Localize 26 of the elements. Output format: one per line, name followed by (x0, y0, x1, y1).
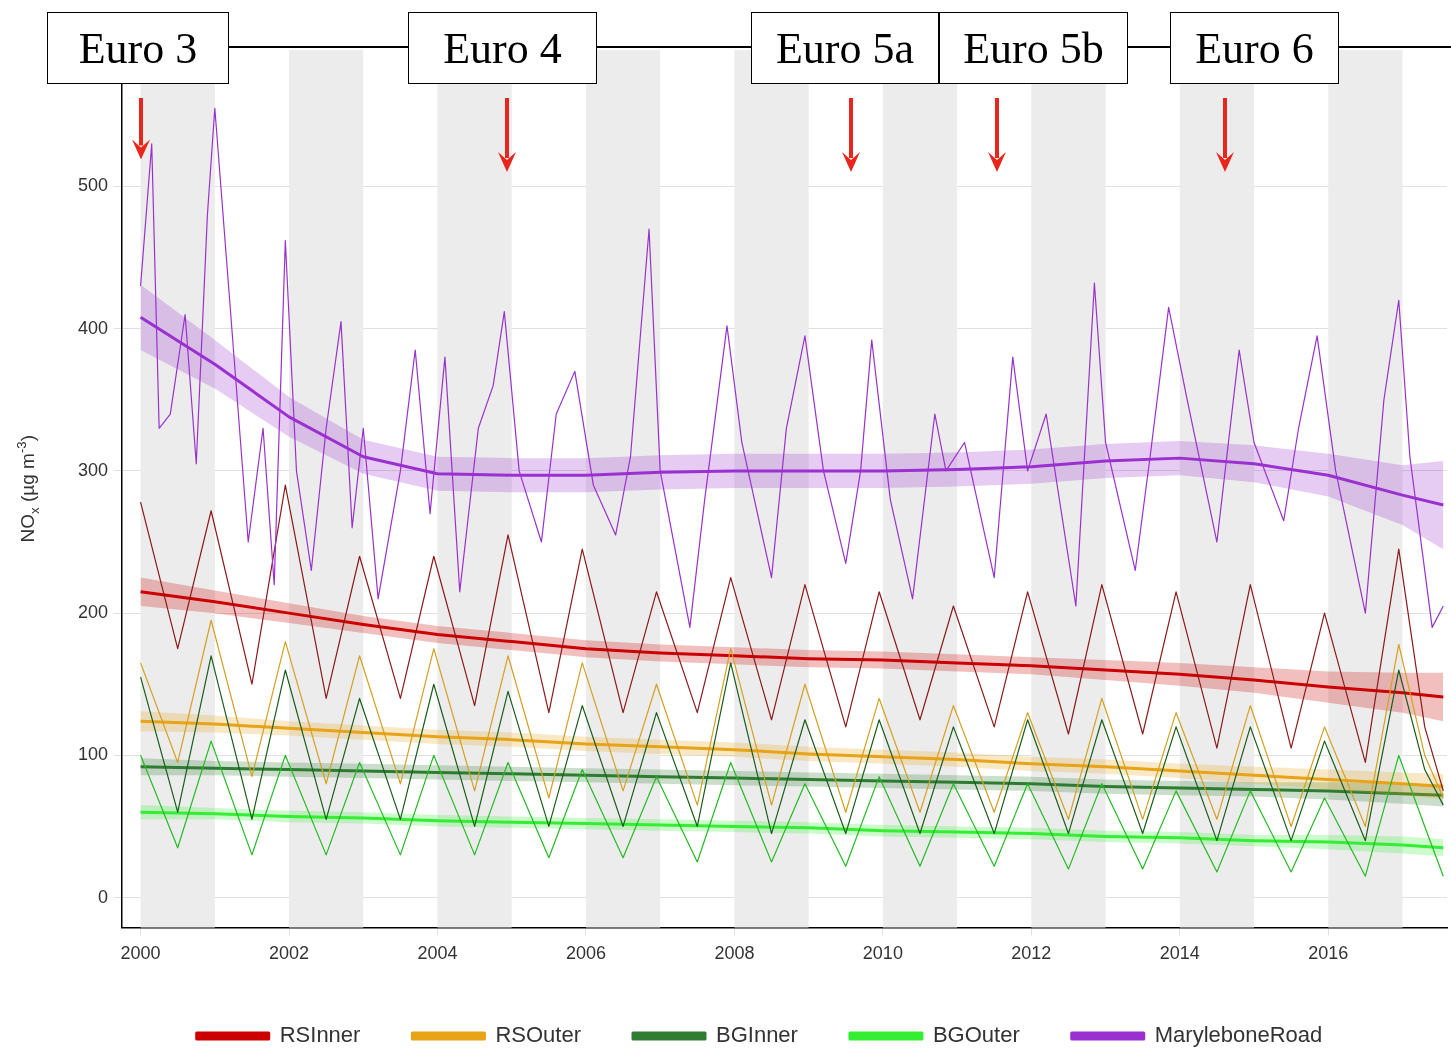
legend-label: RSOuter (495, 1022, 582, 1048)
x-tick-label: 2002 (269, 943, 310, 964)
x-tick-label: 2010 (862, 943, 903, 964)
x-tick-label: 2004 (417, 943, 458, 964)
y-tick-label: 100 (77, 744, 109, 765)
x-tick-label: 2014 (1159, 943, 1200, 964)
y-tick-label: 500 (77, 175, 109, 196)
legend-label: BGOuter (932, 1022, 1020, 1048)
x-tick-label: 2008 (714, 943, 755, 964)
y-tick-label: 400 (77, 317, 109, 338)
x-tick-label: 2000 (120, 943, 161, 964)
annotation: Euro 5a (751, 12, 939, 84)
annotation: Euro 6 (1170, 12, 1339, 84)
y-tick-label: 200 (77, 602, 109, 623)
legend-label: MaryleboneRoad (1154, 1022, 1323, 1048)
annotation: Euro 5b (939, 12, 1128, 84)
y-axis-title: NOx (µg m-3) (14, 434, 42, 543)
legend-label: BGInner (716, 1022, 798, 1048)
y-tick-label: 0 (98, 886, 109, 907)
legend-label: RSInner (279, 1022, 361, 1048)
x-tick-label: 2006 (565, 943, 606, 964)
x-tick-label: 2016 (1308, 943, 1349, 964)
y-tick-label: 300 (77, 459, 109, 480)
annotation: Euro 4 (408, 12, 597, 84)
annotation: Euro 3 (47, 12, 229, 84)
x-tick-label: 2012 (1011, 943, 1052, 964)
